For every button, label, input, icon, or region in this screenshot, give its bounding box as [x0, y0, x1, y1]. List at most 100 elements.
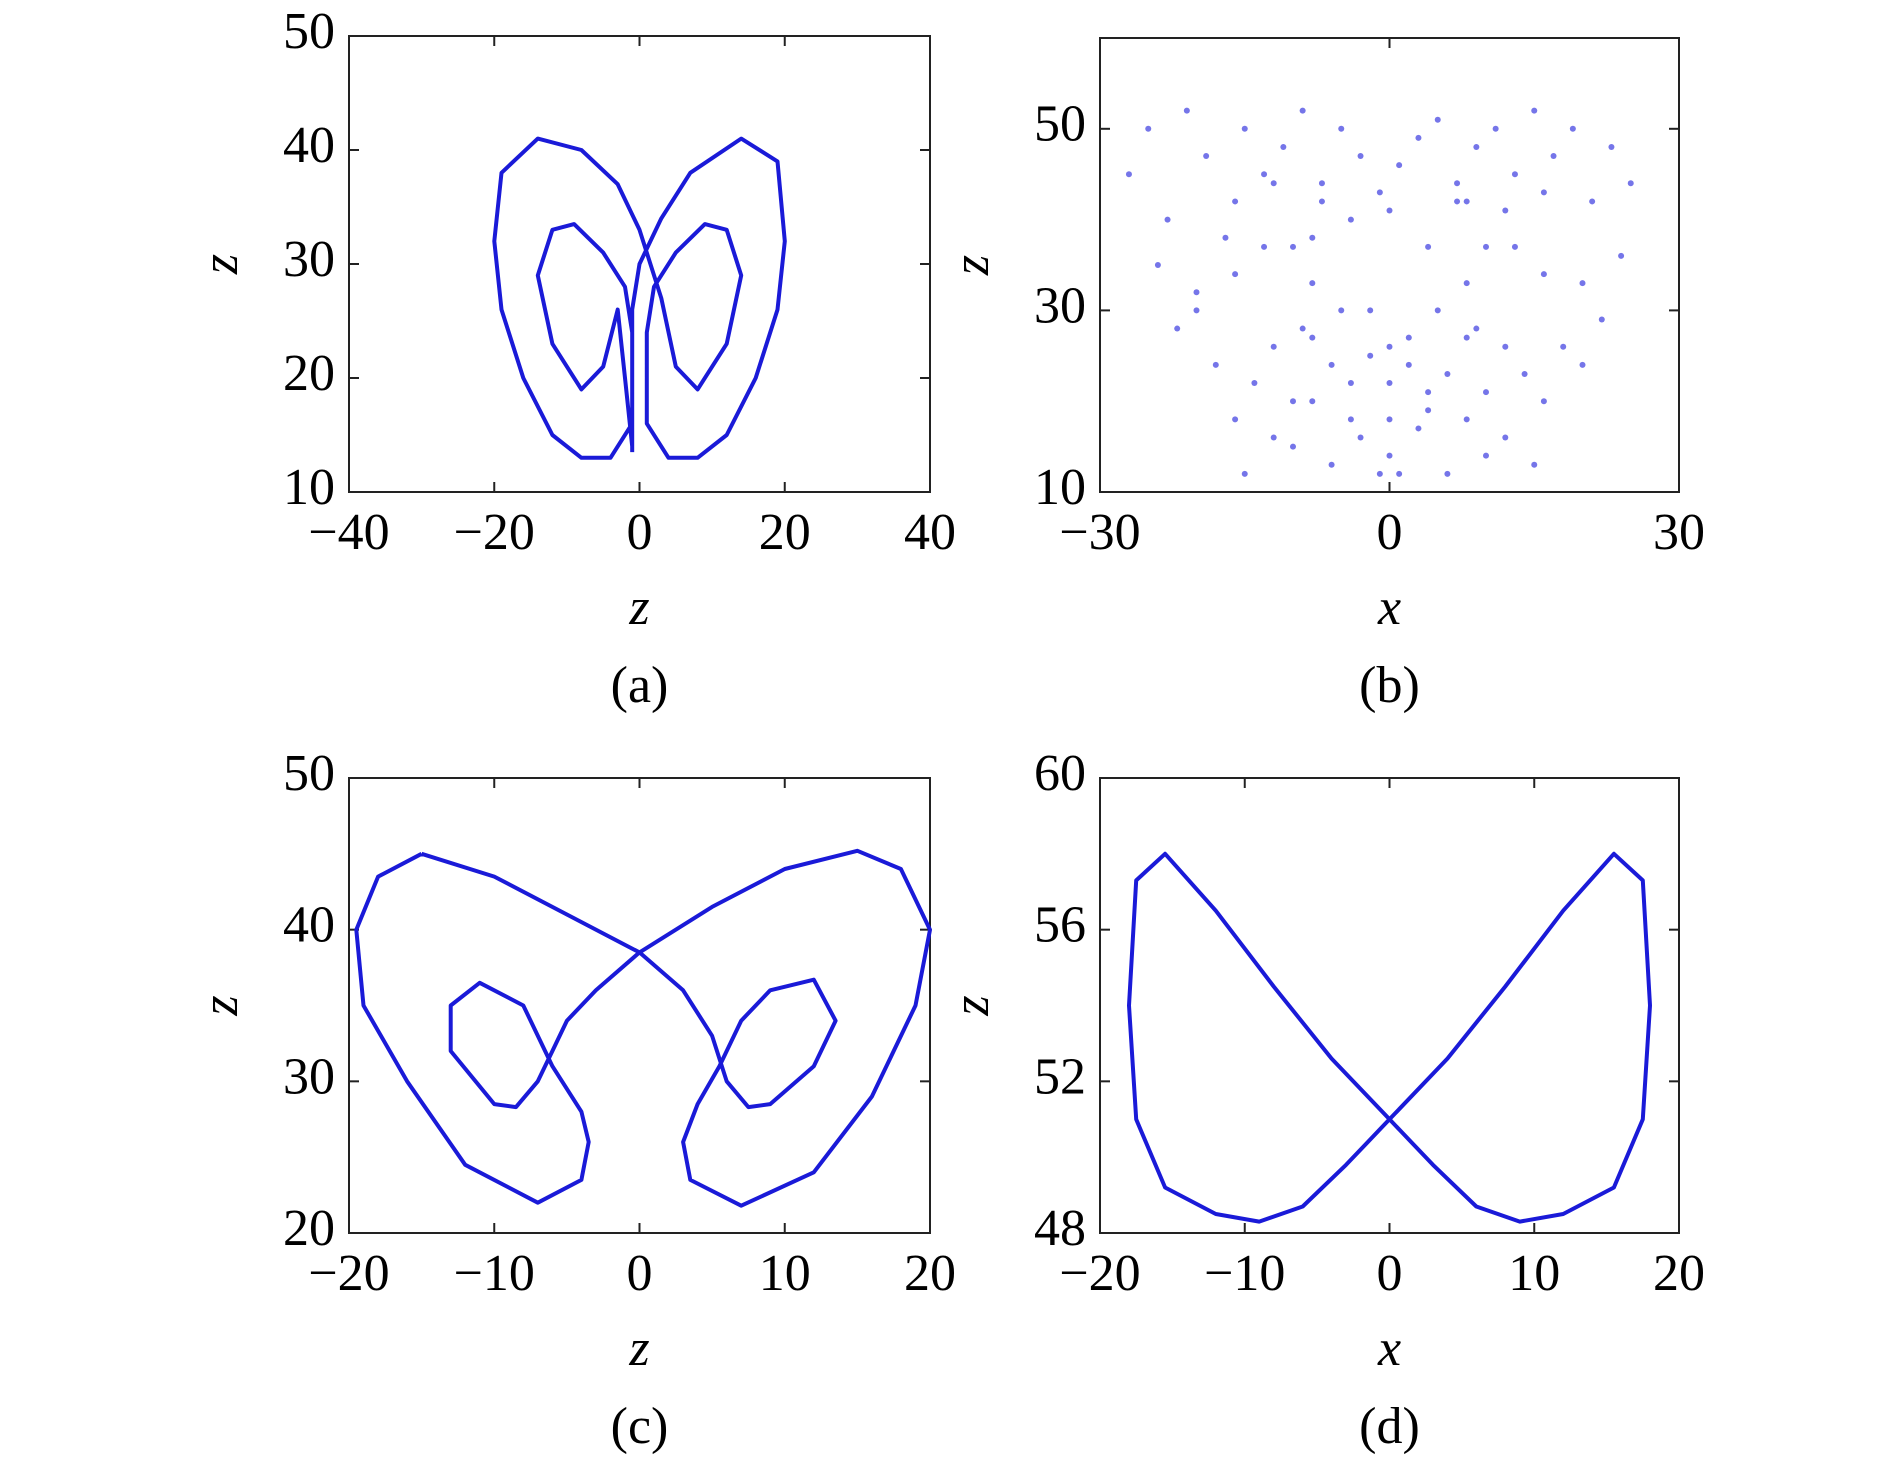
y-tick-label: 10: [283, 459, 335, 516]
x-tick-label: 40: [904, 504, 956, 561]
point: [1270, 180, 1277, 187]
point: [1347, 416, 1354, 423]
panel: −30 0 30 10 30 50 x z (b): [943, 37, 1705, 714]
x-tick-label: 20: [904, 1245, 956, 1302]
plot-frame: [348, 777, 931, 1234]
point: [1492, 125, 1499, 132]
point: [1270, 343, 1277, 350]
point: [1502, 343, 1509, 350]
point: [1280, 143, 1287, 150]
point: [1357, 434, 1364, 441]
point: [1579, 280, 1586, 287]
point: [1454, 180, 1461, 187]
x-tick-label: 0: [1377, 1245, 1403, 1302]
point: [1261, 243, 1268, 250]
x-tick-label: −20: [1059, 1245, 1140, 1302]
point: [1483, 389, 1489, 396]
point: [1212, 361, 1219, 368]
point: [1415, 134, 1422, 141]
point: [1386, 380, 1393, 387]
point: [1251, 380, 1258, 387]
point: [1540, 189, 1547, 196]
point: [1511, 243, 1518, 250]
point: [1232, 198, 1239, 205]
point: [1415, 425, 1422, 432]
point: [1290, 443, 1296, 450]
x-axis-label: z: [628, 579, 649, 636]
point: [1473, 325, 1480, 332]
point: [1579, 361, 1586, 368]
point: [1627, 180, 1634, 187]
y-tick-label: 20: [283, 345, 335, 402]
point: [1434, 307, 1441, 314]
point: [1193, 289, 1200, 296]
y-tick-label: 40: [283, 897, 335, 954]
x-tick-label: −10: [1204, 1245, 1285, 1302]
x-tick-label: 0: [1377, 504, 1403, 561]
point: [1299, 107, 1306, 114]
point: [1203, 153, 1210, 160]
panel: −40 −20 0 20 40 10 20 30 40 50 z z (a): [192, 3, 956, 714]
x-tick-label: −10: [454, 1245, 535, 1302]
point: [1125, 171, 1132, 178]
y-tick-label: 20: [283, 1200, 335, 1257]
trajectory: [354, 848, 932, 1208]
point: [1367, 352, 1374, 359]
y-tick-label: 50: [283, 745, 335, 802]
point: [1290, 243, 1296, 250]
x-tick-label: 30: [1653, 504, 1705, 561]
point: [1483, 243, 1489, 250]
point: [1290, 398, 1296, 405]
y-tick-label: 40: [283, 117, 335, 174]
point: [1386, 416, 1393, 423]
point: [1367, 307, 1374, 314]
point: [1261, 171, 1268, 178]
point: [1473, 143, 1480, 150]
point: [1405, 361, 1412, 368]
point: [1598, 316, 1605, 323]
panel: −20 −10 0 10 20 20 30 40 50 z z (c): [192, 745, 956, 1455]
x-tick-label: 10: [1508, 1245, 1560, 1302]
y-tick-label: 30: [283, 231, 335, 288]
point: [1444, 370, 1451, 377]
point: [1540, 271, 1547, 278]
point: [1318, 180, 1325, 187]
trajectory: [492, 136, 787, 460]
point: [1386, 452, 1393, 459]
point: [1328, 461, 1335, 468]
point: [1454, 198, 1461, 205]
point: [1164, 216, 1171, 223]
point: [1386, 343, 1393, 350]
point: [1531, 107, 1538, 114]
x-axis-label: x: [1377, 1320, 1401, 1377]
point: [1396, 470, 1403, 477]
y-tick-label: 30: [283, 1048, 335, 1105]
y-tick-label: 56: [1034, 897, 1086, 954]
point: [1328, 361, 1335, 368]
y-axis-label: z: [192, 995, 249, 1016]
point: [1174, 325, 1181, 332]
point: [1338, 125, 1345, 132]
point: [1569, 125, 1576, 132]
point: [1338, 307, 1345, 314]
point: [1241, 125, 1248, 132]
point: [1550, 153, 1557, 160]
point: [1232, 416, 1239, 423]
x-tick-label: −20: [454, 504, 535, 561]
x-tick-label: −20: [308, 1245, 389, 1302]
point: [1309, 398, 1316, 405]
x-axis-label: z: [628, 1320, 649, 1377]
point: [1425, 407, 1432, 414]
point: [1154, 262, 1161, 268]
y-tick-label: 10: [1034, 459, 1086, 516]
plot-frame: [1099, 37, 1680, 493]
point: [1309, 234, 1316, 241]
point: [1608, 143, 1615, 150]
x-tick-label: 20: [759, 504, 811, 561]
point: [1386, 207, 1393, 214]
point: [1241, 470, 1248, 477]
x-tick-label: 0: [627, 504, 653, 561]
point: [1463, 416, 1470, 423]
point: [1425, 243, 1432, 250]
